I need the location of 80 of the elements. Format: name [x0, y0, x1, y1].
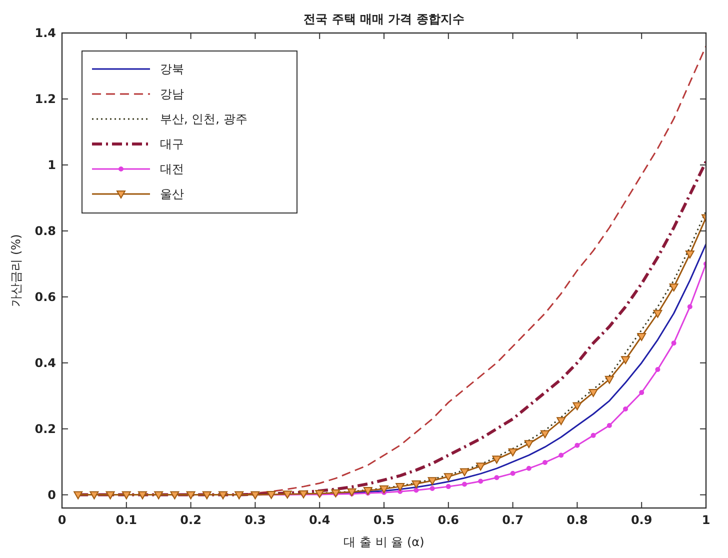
- point: [556, 417, 566, 426]
- x-tick-label: 0.9: [630, 513, 652, 527]
- point: [653, 310, 662, 318]
- point: [604, 376, 614, 384]
- point: [122, 491, 131, 500]
- point: [202, 491, 212, 500]
- point: [414, 488, 419, 493]
- point: [363, 487, 372, 496]
- point: [669, 283, 678, 292]
- x-tick-label: 0.4: [308, 513, 330, 527]
- point: [524, 440, 534, 448]
- y-tick-label: 1.4: [34, 26, 56, 40]
- point: [186, 491, 196, 500]
- point: [606, 423, 612, 428]
- point: [590, 432, 596, 438]
- x-tick-label: 0.8: [566, 513, 588, 527]
- x-axis-title: 대 출 비 율 (α): [344, 535, 424, 549]
- legend-label: 대구: [160, 137, 184, 151]
- point: [574, 442, 580, 448]
- point: [428, 477, 437, 486]
- point: [90, 491, 99, 500]
- point: [412, 480, 421, 488]
- x-tick-label: 0.7: [502, 513, 524, 527]
- point: [444, 473, 453, 482]
- point: [170, 491, 180, 500]
- point: [234, 491, 244, 500]
- point: [687, 304, 692, 310]
- legend-label: 부산, 인천, 광주: [160, 112, 248, 126]
- point: [154, 491, 164, 500]
- point: [558, 452, 564, 458]
- point: [138, 491, 147, 500]
- point: [347, 488, 356, 496]
- point: [572, 402, 582, 410]
- x-tick-label: 0.6: [438, 513, 460, 527]
- y-tick-label: 1.2: [34, 92, 56, 106]
- point: [476, 462, 486, 471]
- y-axis-title: 가산금리 (%): [9, 234, 23, 307]
- point: [621, 356, 630, 364]
- y-tick-label: 0.4: [34, 356, 56, 370]
- y-tick-label: 0.8: [34, 224, 56, 238]
- y-tick-label: 0.2: [34, 422, 56, 436]
- point: [510, 470, 516, 476]
- y-tick-label: 0: [48, 488, 56, 502]
- point: [331, 489, 340, 498]
- point: [655, 366, 660, 372]
- point: [462, 482, 467, 487]
- point: [492, 456, 502, 464]
- point: [396, 483, 405, 492]
- point: [542, 460, 548, 465]
- point: [637, 332, 646, 341]
- x-tick-label: 0.1: [116, 513, 138, 527]
- legend-label: 강북: [160, 62, 184, 76]
- point: [218, 491, 228, 500]
- legend-label: 울산: [160, 187, 184, 201]
- legend-label: 대전: [160, 162, 184, 176]
- x-tick-label: 0.3: [244, 513, 266, 527]
- x-tick-label: 1: [702, 513, 710, 527]
- point: [671, 340, 676, 346]
- point: [446, 484, 451, 490]
- chart-title: 전국 주택 매매 가격 종합지수: [304, 12, 464, 26]
- point: [639, 390, 644, 396]
- y-tick-label: 0.6: [34, 290, 56, 304]
- point: [430, 486, 435, 492]
- point: [460, 468, 469, 476]
- y-tick-label: 1: [48, 158, 56, 172]
- x-tick-label: 0.5: [373, 513, 395, 527]
- point: [106, 491, 115, 500]
- point: [623, 406, 628, 412]
- point: [494, 475, 500, 480]
- x-tick-label: 0.2: [180, 513, 202, 527]
- point: [685, 250, 694, 259]
- point: [380, 485, 388, 494]
- point: [526, 466, 532, 471]
- point: [588, 389, 598, 398]
- point: [508, 448, 518, 456]
- point: [74, 491, 83, 500]
- point: [478, 478, 484, 484]
- point: [540, 430, 550, 438]
- legend-label: 강남: [160, 87, 184, 101]
- x-tick-label: 0: [58, 513, 66, 527]
